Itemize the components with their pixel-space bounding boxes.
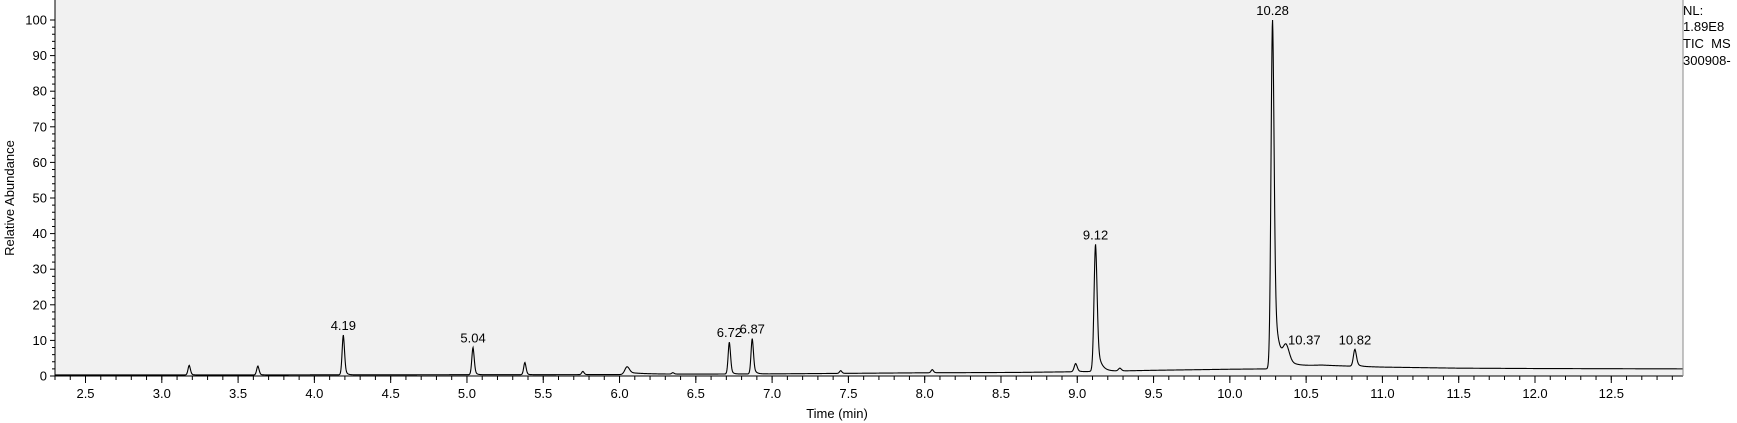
chromatogram-trace	[55, 19, 1683, 376]
x-tick-label: 10.0	[1217, 386, 1242, 401]
y-tick-label: 0	[40, 369, 47, 384]
y-axis-ticks: 0 10 20 30 40 50 60 70 80 90 100	[25, 13, 55, 384]
x-tick-label: 4.5	[382, 386, 400, 401]
peak-label: 4.19	[331, 318, 356, 333]
y-axis-title: Relative Abundance	[2, 140, 17, 256]
peak-label: 10.28	[1256, 3, 1289, 18]
x-tick-label: 6.5	[687, 386, 705, 401]
peak-label: 6.87	[740, 322, 765, 337]
x-tick-label: 12.5	[1599, 386, 1624, 401]
peak-label: 9.12	[1083, 227, 1108, 242]
x-tick-label: 9.0	[1068, 386, 1086, 401]
x-tick-label: 7.5	[839, 386, 857, 401]
x-tick-label: 5.5	[534, 386, 552, 401]
x-tick-label: 12.0	[1522, 386, 1547, 401]
y-tick-label: 20	[33, 297, 47, 312]
x-axis-title: Time (min)	[806, 406, 868, 421]
x-tick-label: 5.0	[458, 386, 476, 401]
peak-label: 5.04	[460, 331, 485, 346]
x-tick-label: 11.0	[1370, 386, 1394, 401]
y-tick-label: 100	[25, 13, 47, 28]
y-tick-label: 90	[33, 48, 47, 63]
info-line-intensity: 1.89E8	[1683, 19, 1724, 34]
y-tick-label: 80	[33, 84, 47, 99]
x-tick-label: 9.5	[1145, 386, 1163, 401]
y-tick-label: 50	[33, 191, 47, 206]
info-line-nl: NL:	[1683, 3, 1703, 18]
y-tick-label: 30	[33, 262, 47, 277]
x-tick-label: 4.0	[305, 386, 323, 401]
peak-label: 10.82	[1339, 332, 1372, 347]
x-tick-label: 8.5	[992, 386, 1010, 401]
peak-label: 10.37	[1288, 332, 1321, 347]
info-panel: NL: 1.89E8 TIC MS 300908-	[1683, 3, 1731, 68]
x-tick-label: 3.0	[153, 386, 171, 401]
x-tick-label: 6.0	[610, 386, 628, 401]
x-tick-label: 2.5	[76, 386, 94, 401]
peak-labels: 4.19 5.04 6.726.87 9.12 10.28 10.37 10.82	[331, 3, 1372, 347]
info-line-scan: TIC MS	[1683, 36, 1731, 51]
plot-area	[55, 0, 1683, 376]
info-line-filename: 300908-	[1683, 53, 1731, 68]
y-tick-label: 10	[33, 333, 47, 348]
peak-label: 6.72	[717, 325, 742, 340]
x-tick-label: 10.5	[1293, 386, 1318, 401]
y-tick-label: 40	[33, 226, 47, 241]
x-tick-label: 11.5	[1447, 386, 1471, 401]
x-axis-ticks: 2.5 3.0 3.5 4.0 4.5 5.0 5.5 6.0 6.5 7.0 7.5 8.0 8.5 9…	[54, 376, 1673, 401]
y-tick-label: 70	[33, 119, 47, 134]
x-tick-label: 8.0	[916, 386, 934, 401]
x-tick-label: 7.0	[763, 386, 781, 401]
x-tick-label: 3.5	[229, 386, 247, 401]
y-tick-label: 60	[33, 155, 47, 170]
